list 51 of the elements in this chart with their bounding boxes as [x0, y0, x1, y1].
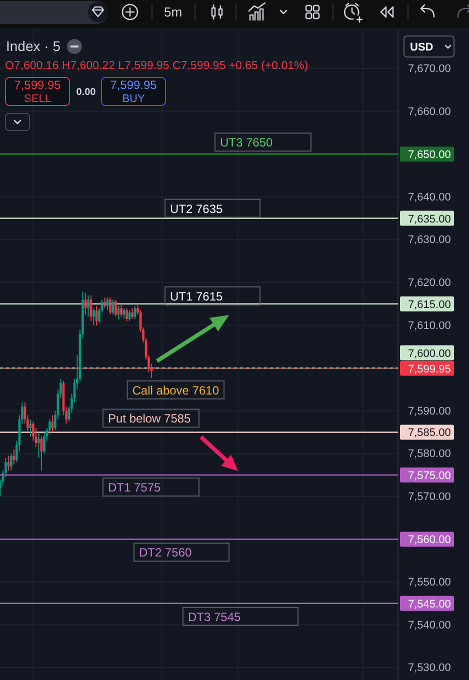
- annotation: 7,599.95: [14, 78, 62, 92]
- candlestick: [104, 296, 106, 309]
- candlestick: [114, 299, 117, 318]
- candlestick: [7, 455, 10, 472]
- text: 7,599.95: [408, 363, 451, 376]
- text: 7,560.00: [408, 534, 451, 546]
- ref-line-label: UT2 7635: [170, 202, 224, 216]
- y-tick-label: 7,530.00: [408, 662, 451, 674]
- y-tick-label: 7,570.00: [408, 490, 451, 503]
- candlestick: [87, 294, 90, 318]
- y-tick-label: 7,580.00: [408, 448, 451, 460]
- y-tick-label: 7,590.00: [408, 405, 451, 418]
- ref-line-label: DT2 7560: [139, 546, 192, 560]
- candlestick: [29, 418, 32, 438]
- y-tick-label: 7,630.00: [408, 234, 451, 246]
- text: 7,650.00: [408, 149, 451, 162]
- candlestick: [38, 432, 40, 458]
- candlestick: [43, 432, 46, 454]
- ref-line-label: UT1 7615: [170, 289, 224, 304]
- text: O7,600.16 H7,600.22 L7,599.95 C7,599.95 +0.65 (+0.01%): [5, 60, 308, 72]
- text: 7,635.00: [408, 213, 451, 226]
- text: USD: [410, 42, 434, 54]
- y-tick-label: 7,610.00: [408, 320, 451, 332]
- text: 5m: [164, 4, 182, 20]
- text: 7,585.00: [408, 427, 451, 440]
- text: 7,600.00: [408, 348, 451, 360]
- ref-line-label: DT1 7575: [108, 480, 162, 495]
- annotation: SELL: [24, 93, 51, 105]
- y-tick-label: 7,670.00: [408, 63, 451, 76]
- candlestick: [10, 453, 12, 472]
- candlestick: [126, 308, 128, 322]
- candlestick: [120, 303, 122, 318]
- ref-line-label: UT3 7650: [220, 136, 274, 150]
- ref-line-label: Put below 7585: [108, 412, 192, 426]
- ref-line-label: DT3 7545: [188, 610, 242, 624]
- y-tick-label: 7,640.00: [408, 191, 451, 204]
- text: 7,615.00: [408, 298, 451, 311]
- text: 7,545.00: [408, 598, 451, 610]
- text: Index · 5: [6, 38, 61, 54]
- annotation: 7,599.95: [110, 78, 158, 92]
- y-tick-label: 7,660.00: [408, 106, 451, 118]
- y-tick-label: 7,550.00: [408, 576, 451, 589]
- candlestick: [109, 296, 112, 316]
- text: 7,575.00: [408, 470, 451, 482]
- candlestick: [92, 308, 95, 326]
- annotation: BUY: [122, 93, 146, 105]
- candlestick: [131, 308, 134, 320]
- y-tick-label: 7,540.00: [408, 619, 451, 632]
- annotation: Call above 7610: [132, 383, 220, 398]
- annotation: 0.00: [76, 87, 96, 98]
- y-tick-label: 7,620.00: [408, 276, 451, 289]
